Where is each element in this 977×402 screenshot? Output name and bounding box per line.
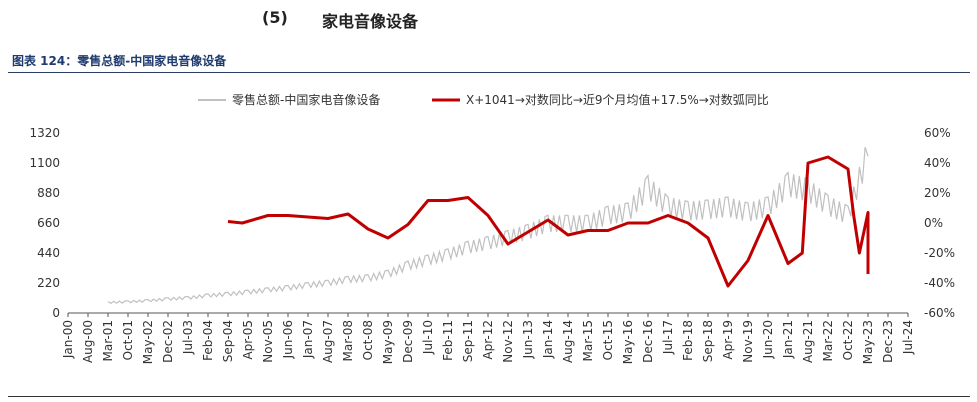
x-tick-label: Oct-08 [361, 320, 375, 360]
series-log-yoy [227, 155, 870, 288]
series-retail-total [107, 147, 869, 305]
x-tick-label: Aug-07 [321, 320, 335, 363]
x-tick-label: Nov-19 [741, 320, 755, 363]
x-tick-label: Nov-12 [501, 320, 515, 363]
right-tick-label: 40% [924, 156, 951, 170]
x-tick-label: Dec-09 [401, 320, 415, 363]
x-tick-label: May-23 [861, 320, 875, 364]
right-tick-label: -40% [924, 276, 955, 290]
caption-divider [8, 72, 970, 73]
x-tick-label: Aug-21 [801, 320, 815, 363]
series-log-yoy-line [227, 155, 870, 288]
x-tick-label: Jun-20 [761, 320, 775, 359]
right-tick-label: 60% [924, 126, 951, 140]
x-tick-label: Jan-07 [301, 320, 315, 359]
right-tick-label: -20% [924, 246, 955, 260]
x-tick-label: Jan-00 [61, 320, 75, 359]
x-tick-label: Jun-06 [281, 320, 295, 359]
x-tick-label: Aug-14 [561, 320, 575, 363]
x-tick-label: Jul-03 [181, 320, 195, 355]
x-tick-label: Jul-24 [901, 320, 915, 355]
series-retail-total-line [107, 147, 869, 305]
x-tick-label: Feb-11 [441, 320, 455, 361]
x-tick-label: Feb-04 [201, 320, 215, 361]
right-tick-label: 0% [924, 216, 943, 230]
left-tick-label: 0 [52, 306, 60, 320]
x-tick-label: May-09 [381, 320, 395, 364]
section-heading: (5) 家电音像设备 [0, 6, 977, 31]
right-tick-label: -60% [924, 306, 955, 320]
left-tick-label: 220 [37, 276, 60, 290]
x-tick-label: Sep-04 [221, 320, 235, 362]
x-tick-label: Dec-16 [641, 320, 655, 363]
x-tick-label: Oct-15 [601, 320, 615, 360]
x-tick-label: Jan-21 [781, 320, 795, 359]
left-tick-label: 660 [37, 216, 60, 230]
x-tick-label: Feb-18 [681, 320, 695, 361]
x-tick-label: Jul-17 [661, 320, 675, 355]
x-tick-label: May-16 [621, 320, 635, 364]
legend: 零售总额-中国家电音像设备 X+1041→对数同比→近9个月均值+17.5%→对… [198, 92, 769, 107]
x-tick-label: Nov-05 [261, 320, 275, 363]
x-tick-label: Sep-18 [701, 320, 715, 362]
x-tick-label: Jan-14 [541, 320, 555, 359]
figure-caption: 图表 124：零售总额-中国家电音像设备 [12, 54, 227, 68]
x-tick-label: Dec-23 [881, 320, 895, 363]
x-tick-label: Jun-13 [521, 320, 535, 359]
left-tick-label: 440 [37, 246, 60, 260]
x-tick-label: Mar-15 [581, 320, 595, 361]
x-tick-label: Oct-01 [121, 320, 135, 360]
section-number: (5) [262, 8, 288, 27]
x-tick-label: Aug-00 [81, 320, 95, 363]
x-tick-label: Apr-19 [721, 320, 735, 360]
x-tick-label: Mar-08 [341, 320, 355, 361]
x-tick-label: Dec-02 [161, 320, 175, 363]
legend-label-series1: 零售总额-中国家电音像设备 [232, 92, 380, 107]
x-tick-label: Jul-10 [421, 320, 435, 355]
section-title: 家电音像设备 [322, 12, 419, 31]
x-tick-label: Apr-12 [481, 320, 495, 360]
x-tick-label: Oct-22 [841, 320, 855, 360]
legend-label-series2: X+1041→对数同比→近9个月均值+17.5%→对数弧同比 [466, 92, 769, 107]
bottom-divider [8, 396, 970, 397]
right-tick-label: 20% [924, 186, 951, 200]
x-tick-label: May-02 [141, 320, 155, 364]
left-tick-label: 880 [37, 186, 60, 200]
x-tick-label: Apr-05 [241, 320, 255, 360]
x-tick-label: Mar-22 [821, 320, 835, 361]
left-tick-label: 1100 [29, 156, 60, 170]
axes: 0 220 440 660 880 1100 1320 -60% -40% -20% 0% 20% 40… [29, 126, 955, 364]
x-tick-label: Mar-01 [101, 320, 115, 361]
left-tick-label: 1320 [29, 126, 60, 140]
x-tick-label: Sep-11 [461, 320, 475, 362]
